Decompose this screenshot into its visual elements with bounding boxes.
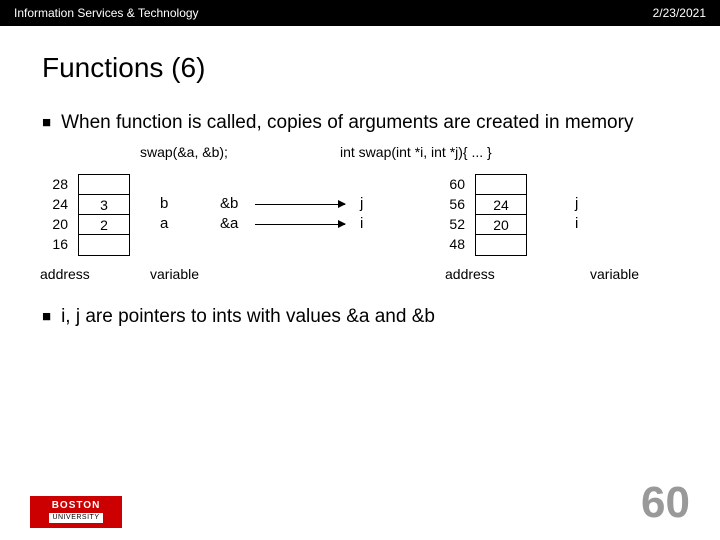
var-label: a bbox=[160, 214, 168, 234]
memcell bbox=[476, 235, 526, 255]
bullet-icon: ■ bbox=[42, 304, 51, 330]
bullet-2-text: i, j are pointers to ints with values &a… bbox=[61, 304, 435, 330]
left-variable-label: variable bbox=[150, 266, 199, 282]
right-address-label: address bbox=[445, 266, 495, 282]
logo-top: BOSTON bbox=[52, 501, 101, 511]
bullet-2: ■ i, j are pointers to ints with values … bbox=[42, 304, 678, 330]
right-addr-col: 60 56 52 48 bbox=[435, 174, 465, 254]
left-addr-col: 28 24 20 16 bbox=[38, 174, 68, 254]
memory-diagram: 28 24 20 16 3 2 b a &b &a j i address va… bbox=[30, 174, 690, 304]
ptr-label: j bbox=[360, 194, 363, 214]
addr: 56 bbox=[435, 194, 465, 214]
page-number: 60 bbox=[641, 478, 690, 528]
code-left: swap(&a, &b); bbox=[140, 144, 340, 160]
memcell: 24 bbox=[476, 195, 526, 215]
slide-title: Functions (6) bbox=[42, 52, 720, 84]
logo-bot: UNIVERSITY bbox=[49, 513, 102, 522]
ptr-label: i bbox=[360, 214, 363, 234]
memcell: 2 bbox=[79, 215, 129, 235]
header-left: Information Services & Technology bbox=[14, 6, 199, 20]
addr: 24 bbox=[38, 194, 68, 214]
addr: 60 bbox=[435, 174, 465, 194]
ref-label: &a bbox=[220, 214, 238, 234]
left-address-label: address bbox=[40, 266, 90, 282]
ref-label: &b bbox=[220, 194, 238, 214]
addr: 48 bbox=[435, 234, 465, 254]
addr: 20 bbox=[38, 214, 68, 234]
addr: 52 bbox=[435, 214, 465, 234]
memcell: 3 bbox=[79, 195, 129, 215]
memcell bbox=[79, 235, 129, 255]
right-var-col: j i bbox=[575, 194, 578, 234]
memcell bbox=[79, 175, 129, 195]
header-bar: Information Services & Technology 2/23/2… bbox=[0, 0, 720, 26]
left-mid-col: &b &a bbox=[220, 194, 238, 234]
addr: 16 bbox=[38, 234, 68, 254]
memcell: 20 bbox=[476, 215, 526, 235]
bullet-icon: ■ bbox=[42, 110, 51, 136]
bullet-1-text: When function is called, copies of argum… bbox=[61, 110, 633, 136]
bu-logo: BOSTON UNIVERSITY bbox=[30, 496, 122, 528]
left-ptr-col: j i bbox=[360, 194, 363, 234]
var-label: i bbox=[575, 214, 578, 234]
arrow-icon bbox=[255, 224, 345, 225]
code-line: swap(&a, &b); int swap(int *i, int *j){ … bbox=[0, 144, 720, 160]
addr: 28 bbox=[38, 174, 68, 194]
header-date: 2/23/2021 bbox=[653, 6, 706, 20]
arrow-icon bbox=[255, 204, 345, 205]
var-label: b bbox=[160, 194, 168, 214]
memcell bbox=[476, 175, 526, 195]
footer: BOSTON UNIVERSITY 60 bbox=[0, 478, 720, 528]
left-memtable: 3 2 bbox=[78, 174, 130, 256]
left-var-col: b a bbox=[160, 194, 168, 234]
bullet-1: ■ When function is called, copies of arg… bbox=[42, 110, 678, 136]
var-label: j bbox=[575, 194, 578, 214]
right-memtable: 24 20 bbox=[475, 174, 527, 256]
right-variable-label: variable bbox=[590, 266, 639, 282]
code-right: int swap(int *i, int *j){ ... } bbox=[340, 144, 492, 160]
